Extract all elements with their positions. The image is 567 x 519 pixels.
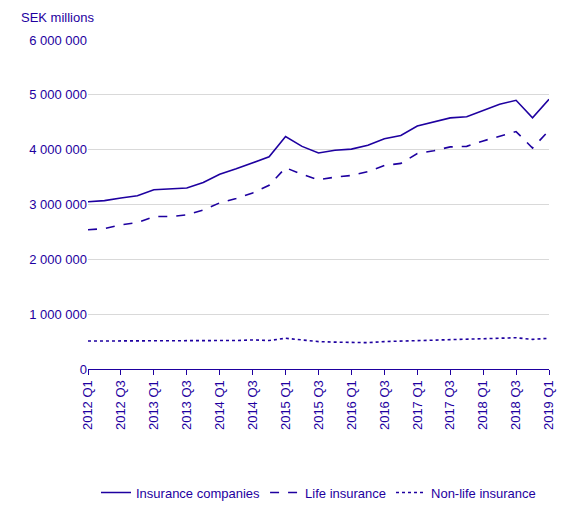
svg-text:2014 Q1: 2014 Q1 [212, 380, 227, 430]
svg-text:Non-life insurance: Non-life insurance [431, 486, 536, 501]
svg-text:2016 Q3: 2016 Q3 [377, 380, 392, 430]
svg-text:0: 0 [80, 362, 87, 377]
svg-text:2 000 000: 2 000 000 [29, 252, 87, 267]
svg-text:2012 Q3: 2012 Q3 [113, 380, 128, 430]
svg-text:Life insurance: Life insurance [305, 486, 386, 501]
svg-text:2012 Q1: 2012 Q1 [80, 380, 95, 430]
svg-text:2018 Q3: 2018 Q3 [508, 380, 523, 430]
svg-text:2015 Q1: 2015 Q1 [278, 380, 293, 430]
svg-text:2016 Q1: 2016 Q1 [344, 380, 359, 430]
svg-text:2013 Q1: 2013 Q1 [146, 380, 161, 430]
svg-text:2019 Q1: 2019 Q1 [541, 380, 556, 430]
svg-text:2015 Q3: 2015 Q3 [311, 380, 326, 430]
svg-text:2017 Q1: 2017 Q1 [410, 380, 425, 430]
svg-text:2014 Q3: 2014 Q3 [245, 380, 260, 430]
svg-text:5 000 000: 5 000 000 [29, 87, 87, 102]
svg-text:1 000 000: 1 000 000 [29, 307, 87, 322]
svg-text:3 000 000: 3 000 000 [29, 197, 87, 212]
svg-text:SEK millions: SEK millions [21, 10, 94, 25]
svg-text:6 000 000: 6 000 000 [29, 33, 87, 48]
svg-text:2017 Q3: 2017 Q3 [442, 380, 457, 430]
svg-text:2013 Q3: 2013 Q3 [179, 380, 194, 430]
svg-text:Insurance companies: Insurance companies [136, 486, 260, 501]
svg-text:2018 Q1: 2018 Q1 [475, 380, 490, 430]
svg-text:4 000 000: 4 000 000 [29, 142, 87, 157]
